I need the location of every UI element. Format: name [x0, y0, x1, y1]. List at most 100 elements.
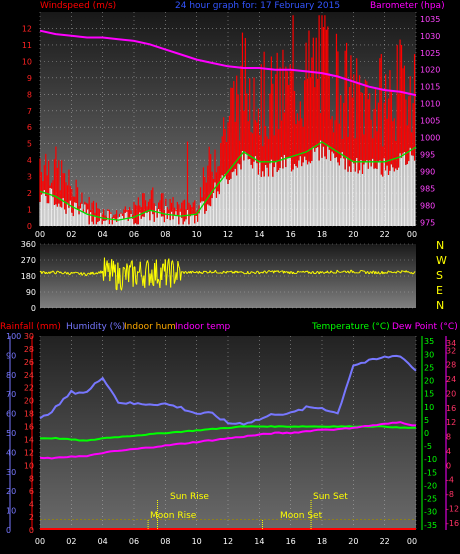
rain-tick-label: 8 [29, 474, 34, 483]
wind-direction-trace [213, 271, 215, 274]
barometer-tick-label: 1025 [420, 49, 440, 58]
wind-direction-trace [61, 272, 63, 275]
wind-direction-trace [352, 271, 355, 273]
x-tick-label-bottom: 08 [160, 537, 170, 546]
wind-tick-label: 1 [27, 206, 32, 215]
wind-direction-trace [55, 271, 58, 274]
wind-direction-trace [123, 267, 126, 270]
wind-direction-trace [321, 271, 324, 273]
wind-direction-trace [220, 272, 223, 274]
wind-direction-trace [284, 271, 287, 273]
wind-direction-trace [388, 271, 391, 273]
rain-tick-label: 28 [24, 345, 34, 354]
wind-direction-trace [43, 270, 45, 273]
x-tick-label-bottom: 02 [66, 537, 76, 546]
wind-direction-trace [120, 285, 123, 291]
humidity-tick-label: 10 [6, 507, 16, 516]
sun-set-label: Sun Set [313, 492, 348, 502]
x-tick-label-bottom: 00 [407, 537, 417, 546]
wind-direction-trace [69, 273, 71, 276]
wind-direction-trace [340, 271, 342, 273]
x-tick-label-bottom: 16 [286, 537, 296, 546]
wind-direction-trace [192, 271, 195, 274]
wind-direction-trace [79, 273, 81, 276]
wind-direction-trace [172, 260, 174, 266]
humidity-tick-label: 0 [6, 526, 11, 535]
temp-tick-label: 15 [424, 390, 434, 399]
dew-tick-label: 8 [446, 433, 451, 442]
wind-direction-trace [267, 270, 269, 273]
direction-tick-label: 180 [21, 272, 36, 281]
dew-tick-label: 16 [446, 404, 456, 413]
wind-direction-trace [249, 271, 252, 274]
wind-direction-trace [270, 270, 273, 273]
temp-tick-label: -25 [424, 495, 437, 504]
wind-direction-trace [216, 272, 218, 274]
indoor-temp-label: Indoor temp [175, 322, 231, 332]
wind-direction-trace [68, 273, 70, 276]
wind-tick-label: 9 [27, 74, 32, 83]
barometer-tick-label: 980 [420, 202, 435, 211]
wind-direction-trace [144, 270, 147, 288]
wind-direction-trace [320, 271, 323, 274]
wind-direction-trace [132, 266, 135, 287]
wind-direction-trace [409, 272, 411, 274]
wind-direction-trace [129, 261, 132, 268]
barometer-label: Barometer (hpa) [370, 1, 445, 11]
wind-direction-trace [326, 270, 329, 274]
barometer-tick-label: 995 [420, 151, 435, 160]
wind-direction-trace [227, 271, 230, 273]
wind-direction-trace [297, 270, 300, 273]
wind-direction-trace [379, 272, 382, 275]
x-tick-label-top: 00 [407, 230, 417, 239]
wind-direction-trace [262, 271, 265, 274]
wind-direction-trace [387, 270, 390, 272]
wind-direction-trace [84, 273, 87, 276]
humidity-tick-label: 60 [6, 410, 16, 419]
wind-direction-trace [186, 272, 189, 274]
wind-direction-trace [368, 271, 371, 274]
wind-direction-trace [268, 270, 271, 272]
direction-tick-label: 360 [21, 240, 36, 249]
x-tick-label-top: 14 [254, 230, 264, 239]
wind-direction-trace [86, 273, 88, 276]
temp-tick-label: -5 [424, 442, 432, 451]
wind-direction-trace [333, 272, 335, 274]
wind-tick-label: 5 [27, 140, 32, 149]
wind-direction-trace [51, 270, 53, 273]
sun-rise-label: Sun Rise [170, 492, 209, 502]
compass-w: W [436, 254, 447, 267]
wind-direction-trace [407, 271, 410, 273]
wind-direction-trace [342, 270, 344, 273]
wind-direction-trace [363, 270, 366, 272]
humidity-tick-label: 50 [6, 429, 16, 438]
x-tick-label-bottom: 04 [98, 537, 108, 546]
moon-set-label: Moon Set [280, 511, 323, 521]
wind-direction-trace [41, 271, 44, 274]
rainfall-label: Rainfall (mm) [0, 322, 61, 332]
wind-direction-trace [178, 265, 181, 269]
temp-tick-label: 0 [424, 429, 429, 438]
wind-direction-trace [125, 263, 128, 280]
wind-direction-trace [317, 270, 319, 273]
indoor-hum-label: Indoor hum [124, 322, 176, 332]
dew-tick-label: 24 [446, 375, 456, 384]
rain-tick-label: 18 [24, 410, 34, 419]
wind-direction-trace [267, 269, 270, 272]
x-tick-label-bottom: 18 [317, 537, 327, 546]
rain-tick-label: 24 [24, 371, 34, 380]
rain-tick-label: 16 [24, 423, 34, 432]
wind-direction-trace [322, 271, 325, 274]
wind-direction-trace [53, 270, 55, 273]
wind-direction-trace [177, 261, 180, 267]
x-tick-label-top: 02 [66, 230, 76, 239]
wind-direction-trace [412, 272, 415, 275]
wind-direction-trace [191, 270, 194, 273]
wind-direction-trace [226, 270, 229, 273]
wind-direction-trace [257, 270, 259, 273]
graph-title: 24 hour graph for: 17 February 2015 [175, 1, 341, 11]
barometer-tick-label: 985 [420, 185, 435, 194]
barometer-tick-label: 975 [420, 219, 435, 228]
wind-average-line [39, 141, 417, 221]
wind-direction-trace [413, 271, 416, 273]
